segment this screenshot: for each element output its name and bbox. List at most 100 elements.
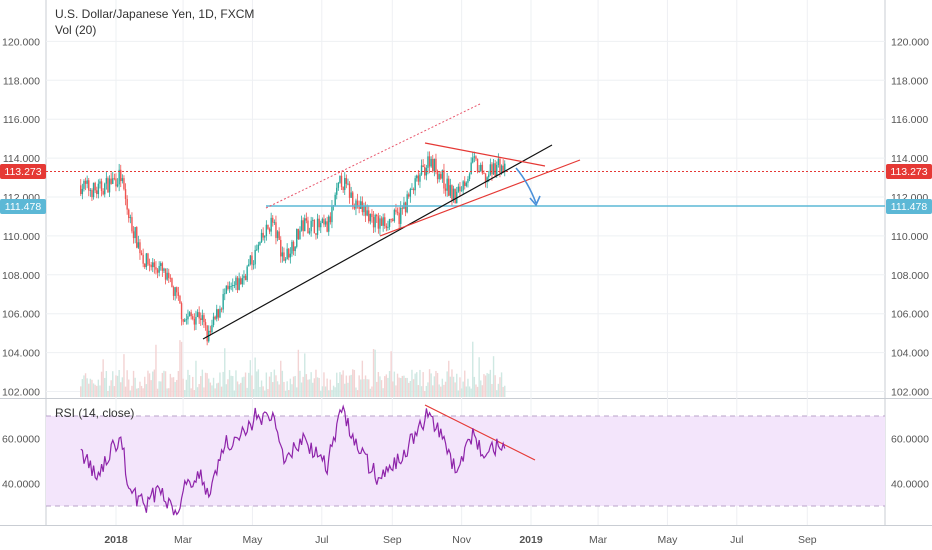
volume-bar [473, 376, 476, 397]
volume-bar [428, 369, 431, 397]
volume-bar [499, 377, 501, 397]
candle-body [195, 316, 197, 325]
volume-bar [196, 387, 199, 397]
volume-bar [251, 375, 253, 397]
volume-bar [89, 378, 92, 397]
volume-bar [464, 370, 466, 397]
volume-bar [436, 372, 439, 397]
volume-bar [267, 389, 269, 397]
time-tick-label: 2019 [519, 534, 543, 546]
candle-body [225, 285, 228, 294]
candle-body [275, 222, 277, 238]
candle-body [368, 210, 370, 222]
candle-body [256, 249, 258, 251]
volume-bar [233, 390, 236, 397]
volume-bar [137, 388, 140, 397]
volume-bar [163, 370, 165, 397]
volume-bar [204, 372, 207, 397]
volume-bar [214, 388, 216, 397]
volume-bar [406, 377, 408, 397]
volume-bar [476, 386, 479, 397]
volume-bar [240, 382, 242, 397]
candle-body [454, 188, 456, 204]
candle-body [331, 206, 333, 223]
volume-bar [139, 381, 141, 397]
candle-body [278, 231, 280, 240]
volume-bar [120, 382, 122, 397]
candle-body [465, 182, 468, 186]
candle-body [379, 218, 381, 229]
candle-body [184, 319, 186, 322]
volume-bar [366, 379, 368, 397]
volume-bar [459, 377, 461, 397]
volume-bar [337, 383, 340, 397]
candle-body [283, 252, 285, 261]
candle-body [196, 312, 199, 317]
triangle-upper-line[interactable] [424, 142, 546, 167]
candle-body [401, 207, 404, 209]
volume-bar [420, 386, 423, 397]
candle-body [464, 181, 466, 186]
volume-bar [270, 372, 272, 397]
volume-bar [230, 375, 232, 397]
candle-body [80, 185, 82, 195]
forecast-arrow [515, 167, 537, 204]
volume-bar [468, 386, 471, 397]
volume-bar [308, 379, 311, 397]
candle-body [432, 158, 434, 172]
volume-bar [142, 388, 144, 397]
volume-bar [92, 383, 95, 397]
price-tick-label-right: 102.000 [891, 387, 929, 399]
volume-bar [235, 370, 237, 397]
candle-body [380, 218, 383, 226]
candle-body [219, 308, 221, 318]
volume-bar [84, 373, 87, 397]
volume-bar [368, 379, 370, 397]
candle-body [494, 163, 496, 176]
candle-body [292, 241, 295, 252]
volume-bar [256, 371, 258, 397]
candle-body [436, 170, 439, 180]
candle-body [187, 316, 189, 320]
candle-body [270, 217, 272, 232]
candle-body [427, 156, 429, 168]
candle-body [97, 183, 100, 195]
candle-body [336, 187, 338, 195]
volume-bar [184, 390, 186, 397]
candle-body [451, 185, 453, 200]
candle-body [422, 165, 424, 168]
candle-body [398, 212, 400, 224]
candle-body [89, 190, 92, 191]
candle-body [112, 178, 114, 184]
volume-bar [379, 376, 381, 397]
candle-body [395, 209, 397, 212]
volume-bar [294, 375, 296, 397]
volume-bar [315, 369, 317, 397]
price-tick-label-left: 102.000 [2, 387, 40, 399]
volume-bar [272, 382, 274, 397]
candle-body [153, 262, 156, 268]
volume-bar [180, 341, 183, 397]
uptrend-line[interactable] [202, 144, 553, 340]
volume-bar [193, 390, 196, 397]
volume-bar [257, 369, 260, 397]
rsi-divergence-line[interactable] [424, 404, 536, 461]
volume-bar [177, 371, 180, 397]
candle-body [137, 242, 140, 248]
candle-body [440, 174, 442, 179]
candle-body [132, 231, 135, 239]
candle-body [188, 312, 191, 317]
candle-body [128, 209, 130, 219]
candle-body [339, 175, 341, 183]
triangle-lower-line[interactable] [379, 159, 581, 237]
volume-bar [472, 341, 474, 397]
volume-bar [96, 385, 98, 397]
candle-body [313, 219, 316, 234]
volume-bar [305, 374, 308, 397]
rsi-tick-label-left: 40.0000 [2, 479, 40, 491]
volume-bar [88, 383, 90, 397]
volume-bar [441, 378, 444, 397]
price-tick-label-left: 116.000 [3, 114, 40, 126]
volume-bar [292, 376, 295, 397]
